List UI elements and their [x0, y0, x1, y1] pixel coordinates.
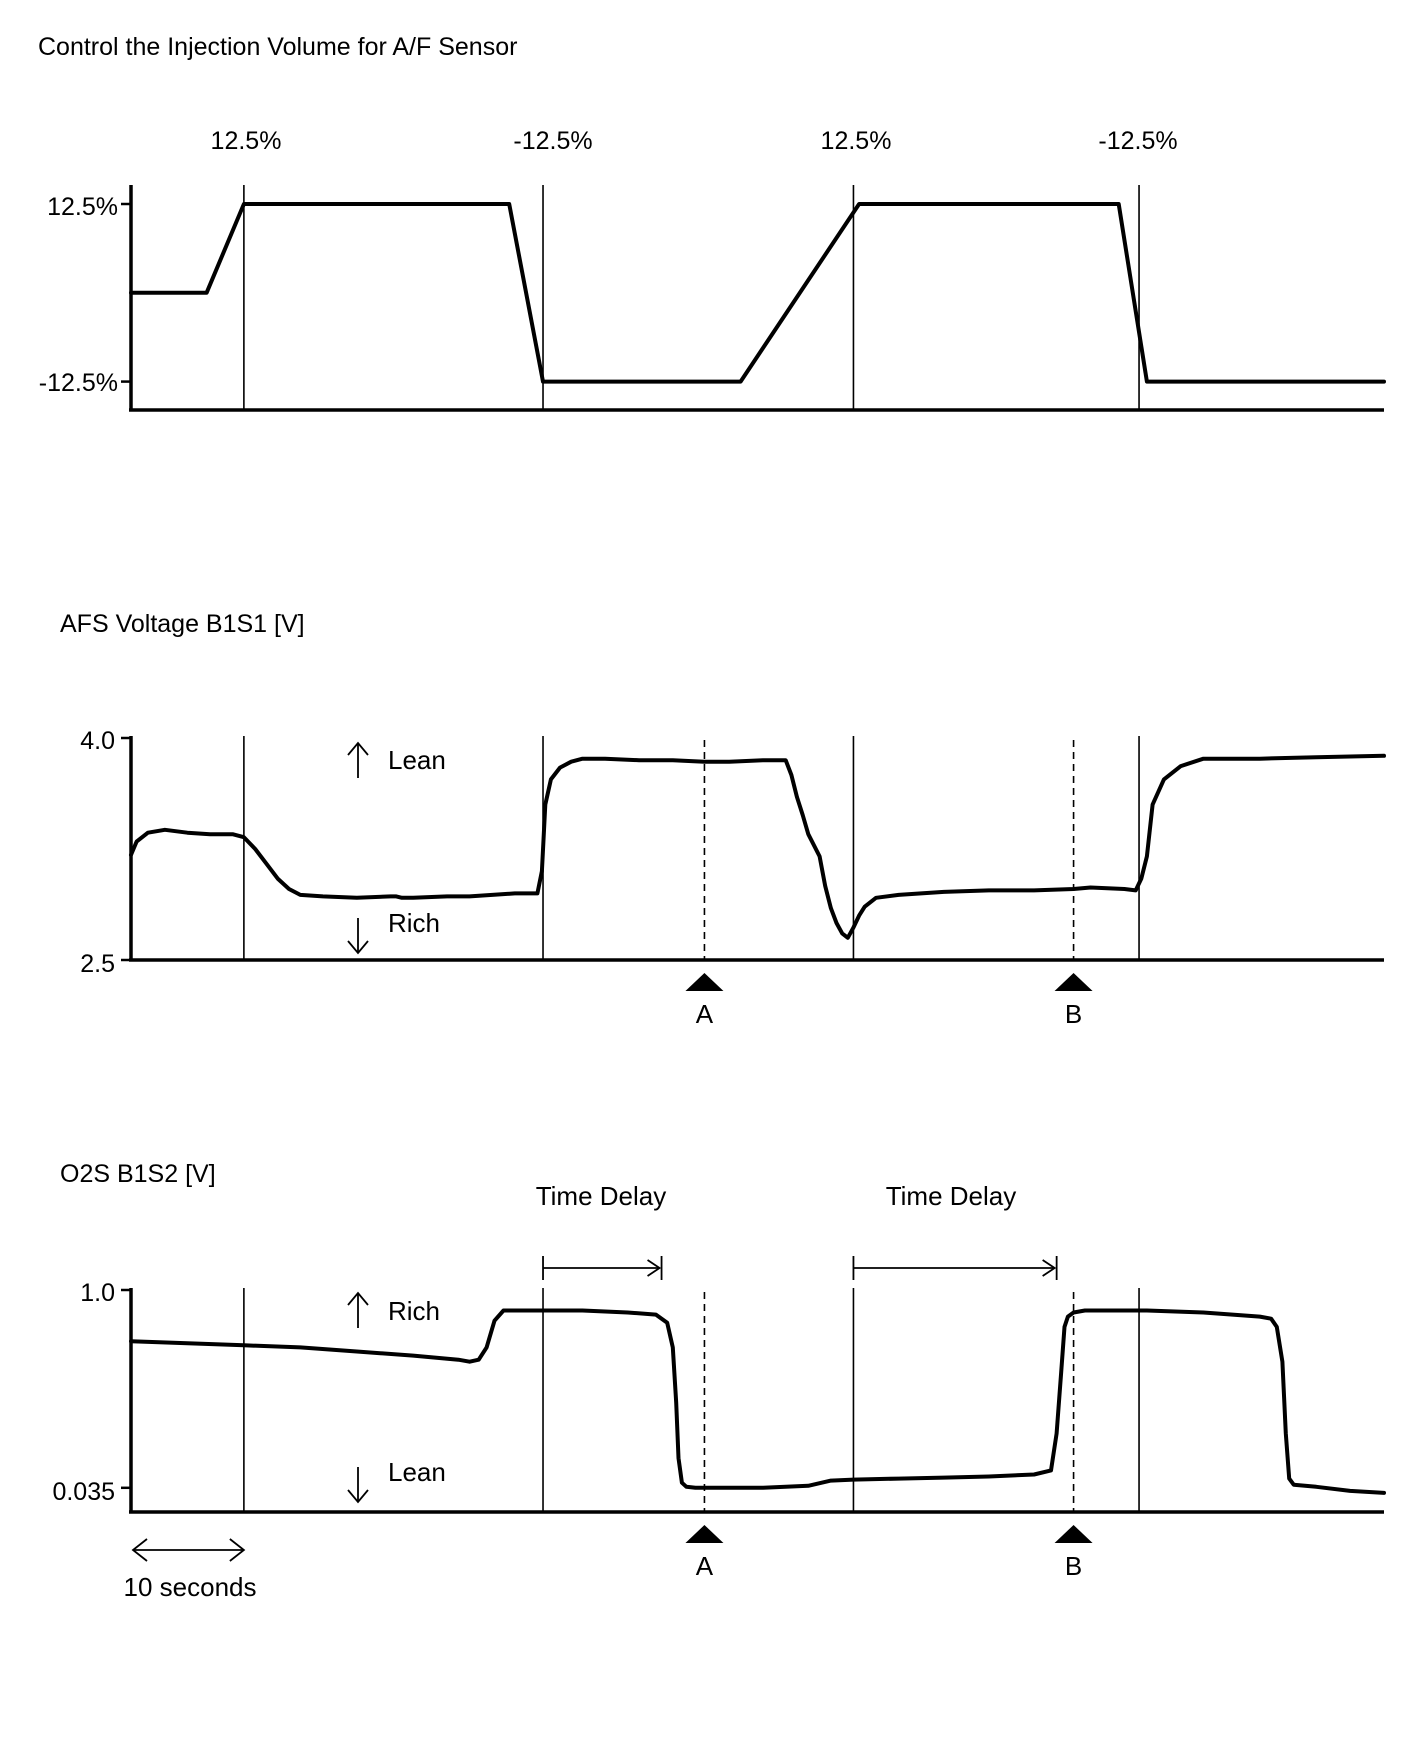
chart1-top-label-4: -12.5%	[1098, 127, 1177, 155]
chart3-marker-label-b: B	[1065, 1551, 1082, 1581]
chart1-title: Control the Injection Volume for A/F Sen…	[38, 33, 517, 61]
chart-marks: A B A B	[121, 185, 1386, 1581]
chart1-y-tick-top: 12.5%	[47, 193, 118, 221]
chart3-marker-triangle-b	[1054, 1525, 1093, 1543]
chart2-title: AFS Voltage B1S1 [V]	[60, 610, 305, 638]
chart2-marker-label-b: B	[1065, 999, 1082, 1029]
chart2-y-tick-bottom: 2.5	[80, 950, 115, 978]
chart1-top-label-3: 12.5%	[821, 127, 892, 155]
chart2-marker-triangle-b	[1054, 973, 1093, 991]
chart3-marker-label-a: A	[696, 1551, 714, 1581]
chart2-series-line	[129, 753, 1386, 940]
time-delay-1-arrowhead	[647, 1259, 662, 1277]
chart2-y-tick-top: 4.0	[80, 727, 115, 755]
time-delay-label-1: Time Delay	[536, 1181, 667, 1211]
chart2-lean-label: Lean	[388, 745, 446, 775]
chart2-marker-triangle-a	[685, 973, 724, 991]
time-delay-label-2: Time Delay	[886, 1181, 1017, 1211]
chart3-marker-triangle-a	[685, 1525, 724, 1543]
chart1-top-label-1: 12.5%	[211, 127, 282, 155]
chart1-series-line	[129, 202, 1386, 384]
chart3-rich-label: Rich	[388, 1296, 440, 1326]
chart2-rich-arrow-icon-head	[347, 940, 369, 955]
chart2-rich-label: Rich	[388, 908, 440, 938]
chart3-y-tick-bottom: 0.035	[52, 1478, 115, 1506]
time-delay-2-arrowhead	[1042, 1259, 1057, 1277]
chart2-marker-label-a: A	[696, 999, 714, 1029]
chart2-lean-arrow-icon-head	[347, 741, 369, 756]
scale-bar-right-arrow-icon	[229, 1538, 246, 1562]
chart3-title: O2S B1S2 [V]	[60, 1160, 216, 1188]
scale-bar-label: 10 seconds	[124, 1572, 257, 1602]
chart1-top-label-2: -12.5%	[513, 127, 592, 155]
scale-bar-left-arrow-icon	[131, 1538, 148, 1562]
chart1-y-tick-bottom: -12.5%	[39, 369, 118, 397]
chart3-y-tick-top: 1.0	[80, 1279, 115, 1307]
chart3-series-line	[129, 1308, 1386, 1495]
chart3-rich-arrow-icon-head	[347, 1291, 369, 1306]
chart3-lean-arrow-icon-head	[347, 1489, 369, 1504]
chart3-lean-label: Lean	[388, 1457, 446, 1487]
